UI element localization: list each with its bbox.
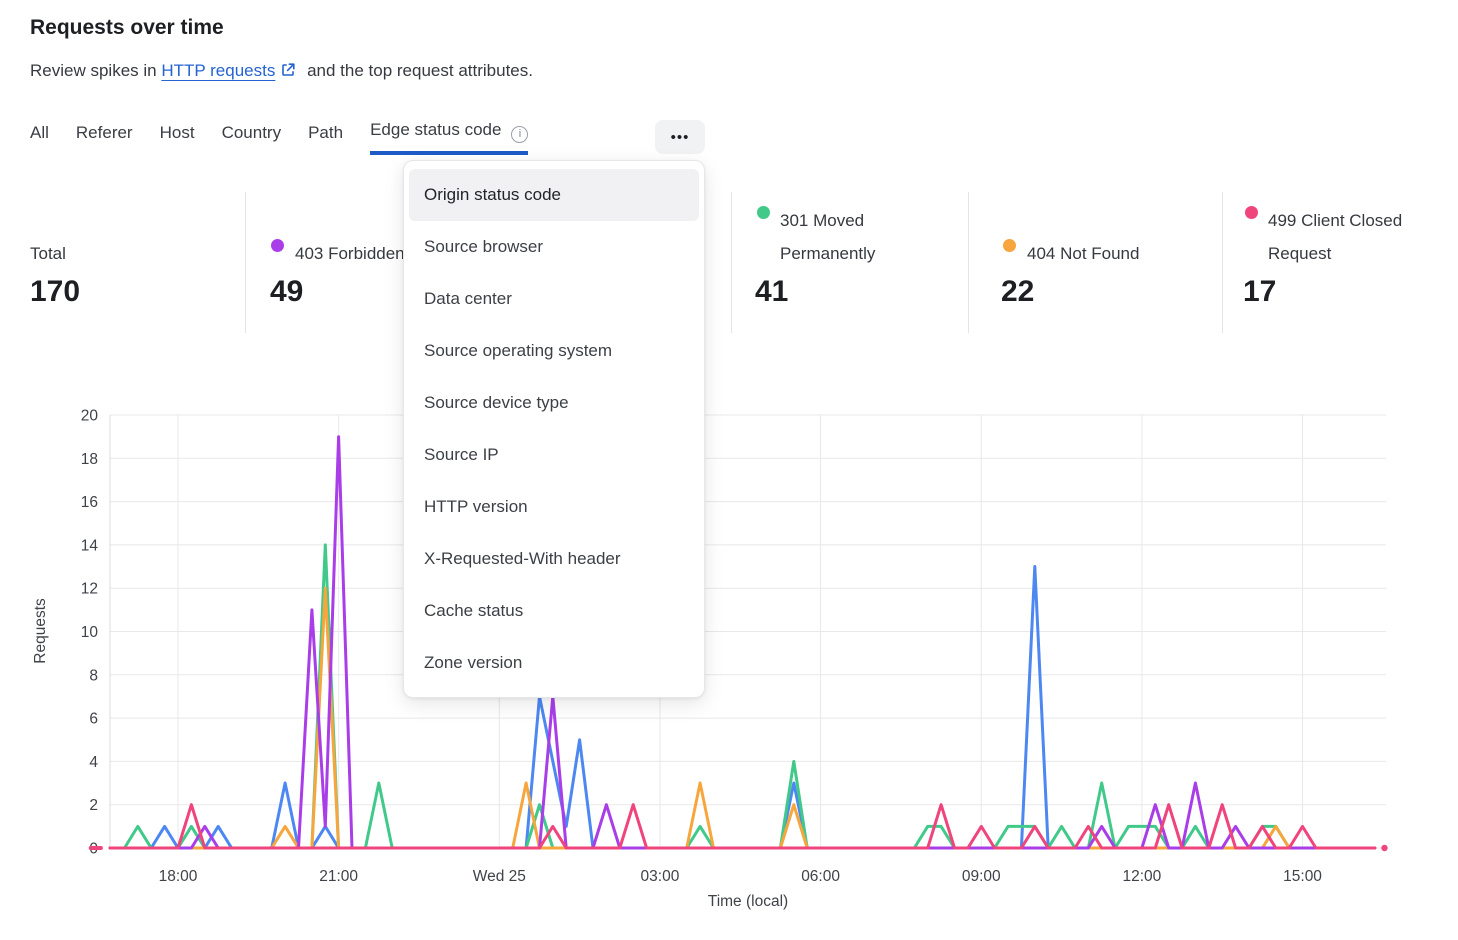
x-tick-label: 21:00 [319,868,358,885]
stat-value-total: 170 [30,275,81,308]
menu-item-http-version[interactable]: HTTP version [424,497,528,516]
series-line-403-forbidden [108,435,1377,850]
y-tick-label: 12 [81,581,98,598]
stat-label-301-moved-permanently: 301 Moved Permanently [780,211,876,263]
y-tick-label: 10 [81,624,99,641]
x-axis-title: Time (local) [708,893,788,910]
http-requests-link[interactable]: HTTP requests [161,61,276,80]
y-tick-label: 4 [89,754,98,771]
x-tick-label: 09:00 [962,868,1001,885]
stat-label-total: Total [30,244,66,263]
tab-all[interactable]: All [30,122,49,142]
info-icon[interactable]: i [511,125,529,143]
menu-item-origin-status-code[interactable]: Origin status code [409,169,699,221]
x-tick-label: 18:00 [159,868,198,885]
ellipsis-icon: ••• [670,128,690,146]
subtitle-suffix: and the top request attributes. [307,61,533,80]
x-tick-label: 12:00 [1123,868,1162,885]
tab-host[interactable]: Host [159,122,195,142]
stat-label-403-forbidden: 403 Forbidden [295,244,405,263]
stat-value-499-client-closed-request: 17 [1243,275,1277,308]
y-tick-label: 20 [81,408,99,425]
stat-label-499-client-closed-request: 499 Client Closed Request [1268,211,1403,263]
y-tick-label: 14 [81,537,99,554]
stat-value-301-moved-permanently: 41 [755,275,789,308]
x-tick-label: 03:00 [641,868,680,885]
attribute-menu: Origin status code Source browser Data cen… [403,160,705,698]
tab-country[interactable]: Country [221,122,282,142]
tabs-row: All Referer Host Country Path Edge status cod… [30,120,529,155]
menu-item-source-device-type[interactable]: Source device type [424,393,569,412]
tab-path[interactable]: Path [308,122,344,142]
subtitle-prefix: Review spikes in [30,61,157,80]
page-title: Requests over time [30,16,224,39]
stat-dot-404-not-found [1003,239,1016,252]
stat-divider [968,192,969,333]
stat-value-403-forbidden: 49 [270,275,304,308]
menu-item-x-requested-with-header[interactable]: X-Requested-With header [424,549,621,568]
y-tick-label: 16 [81,494,98,511]
x-tick-label: Wed 25 [473,868,526,885]
y-tick-label: 18 [81,451,98,468]
external-link-icon [280,62,296,83]
series-line-499-client-closed-request [108,803,1377,850]
stat-dot-499-client-closed-request [1245,206,1258,219]
tab-edge-status-code[interactable]: Edge status code i [370,120,529,155]
menu-item-zone-version[interactable]: Zone version [424,653,523,672]
y-axis-title: Requests [32,598,49,664]
menu-item-data-center[interactable]: Data center [424,289,512,308]
y-tick-label: 6 [89,711,98,728]
stat-dot-301-moved-permanently [757,206,770,219]
menu-item-source-operating-system[interactable]: Source operating system [424,341,613,360]
y-tick-label: 2 [89,797,98,814]
menu-item-cache-status[interactable]: Cache status [424,601,524,620]
x-tick-label: 15:00 [1283,868,1322,885]
stat-label-404-not-found: 404 Not Found [1027,244,1140,263]
stat-divider [731,192,732,333]
more-attributes-button[interactable]: ••• [655,120,705,154]
menu-item-source-ip[interactable]: Source IP [424,445,499,464]
stat-divider [245,192,246,333]
menu-item-source-browser[interactable]: Source browser [424,237,544,256]
stat-value-404-not-found: 22 [1001,275,1035,308]
x-tick-label: 06:00 [801,868,840,885]
stat-dot-403-forbidden [271,239,284,252]
tab-referer[interactable]: Referer [75,122,133,142]
stat-divider [1222,192,1223,333]
y-tick-label: 8 [89,667,98,684]
series-end-dot-499-client-closed-request [1381,844,1388,852]
page-subtitle: Review spikes in HTTP requests and the t… [30,61,533,83]
